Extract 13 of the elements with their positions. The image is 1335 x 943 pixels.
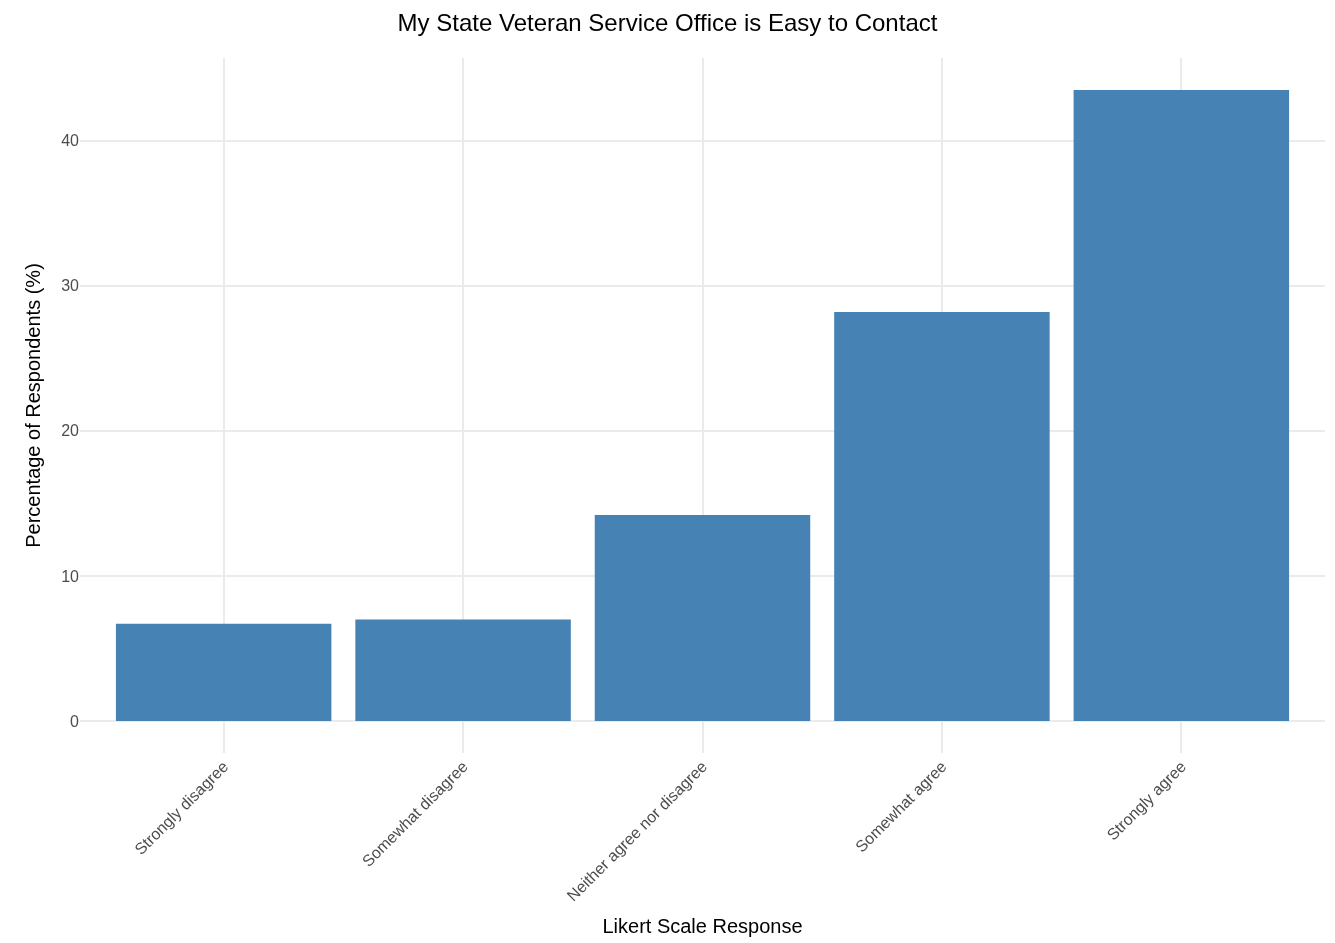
bar xyxy=(1073,89,1290,722)
x-axis-title: Likert Scale Response xyxy=(602,914,803,937)
y-tick-label: 40 xyxy=(61,132,80,150)
y-tick-label: 10 xyxy=(61,567,80,585)
y-tick-label: 20 xyxy=(61,422,80,440)
bar xyxy=(115,623,332,722)
y-tick-label: 30 xyxy=(61,277,80,295)
chart-title: My State Veteran Service Office is Easy to Contact xyxy=(397,8,938,36)
y-tick-label: 0 xyxy=(70,712,80,730)
y-axis-title: Percentage of Respondents (%) xyxy=(21,263,44,548)
bar xyxy=(355,619,571,722)
bar xyxy=(834,311,1050,722)
bar xyxy=(594,515,811,722)
